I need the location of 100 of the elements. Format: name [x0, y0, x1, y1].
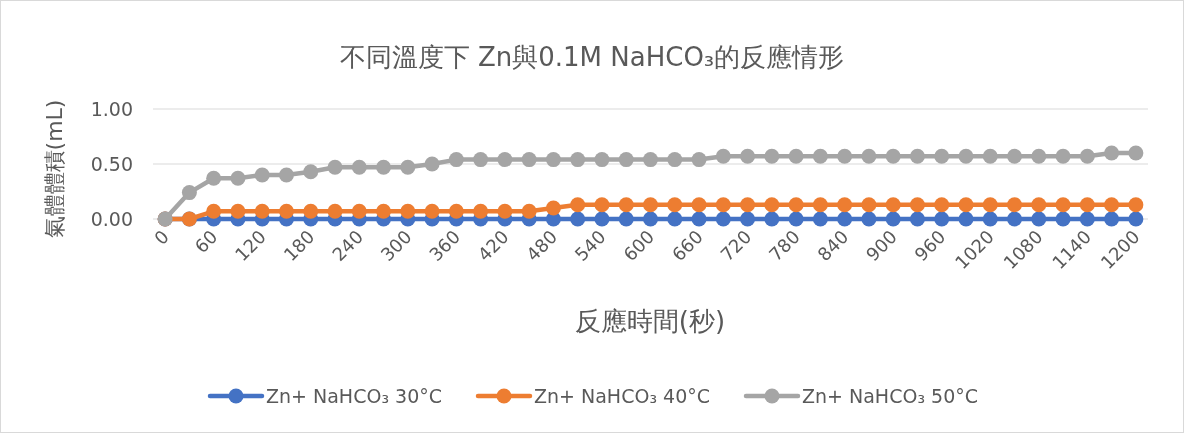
point: [327, 203, 343, 219]
point: [618, 152, 634, 168]
point: [1104, 197, 1120, 213]
point: [327, 159, 343, 175]
x-tick-label: 600: [619, 225, 659, 266]
point: [740, 148, 756, 164]
x-tick-label: 480: [522, 225, 562, 266]
point: [1128, 211, 1144, 227]
x-tick-label: 240: [327, 225, 368, 266]
point: [1104, 211, 1120, 227]
x-tick-label: 120: [230, 225, 270, 266]
point: [376, 203, 392, 219]
point: [643, 152, 658, 168]
point: [545, 152, 561, 168]
point: [1031, 148, 1047, 164]
point: [885, 148, 901, 164]
point: [376, 159, 392, 175]
point: [1055, 211, 1071, 227]
point: [958, 148, 974, 164]
point: [885, 211, 901, 227]
point: [934, 211, 950, 227]
point: [812, 211, 828, 227]
point: [206, 170, 222, 186]
point: [837, 197, 853, 213]
point: [448, 152, 464, 168]
point: [837, 211, 853, 227]
point: [303, 203, 319, 219]
point: [909, 148, 925, 164]
x-tick-label: 840: [813, 225, 853, 266]
point: [691, 211, 707, 227]
point: [667, 152, 683, 168]
point: [570, 211, 586, 227]
point: [521, 152, 537, 168]
x-tick-label: 720: [716, 225, 756, 266]
point: [958, 197, 974, 213]
point: [618, 197, 634, 213]
point: [1079, 148, 1095, 164]
point: [691, 152, 707, 168]
point: [1079, 197, 1095, 213]
legend-label: Zn+ NaHCO₃ 30°C: [266, 385, 442, 407]
point: [861, 197, 877, 213]
point: [667, 197, 683, 213]
x-tick-label: 540: [570, 225, 610, 266]
point: [740, 211, 756, 227]
point: [643, 211, 658, 227]
x-tick-label: 180: [279, 225, 319, 266]
point: [1104, 145, 1120, 161]
point: [1128, 197, 1144, 213]
point: [521, 203, 537, 219]
point: [594, 197, 610, 213]
x-tick-label: 60: [190, 225, 222, 257]
y-tick-label: 1.00: [90, 98, 133, 120]
point: [909, 197, 925, 213]
point: [788, 148, 804, 164]
point: [497, 203, 513, 219]
point: [570, 197, 586, 213]
point: [1007, 148, 1023, 164]
point: [1007, 197, 1023, 213]
point: [812, 197, 828, 213]
point: [1007, 211, 1023, 227]
point: [497, 152, 513, 168]
point: [400, 203, 416, 219]
point: [618, 211, 634, 227]
point: [1055, 197, 1071, 213]
x-tick-label: 420: [473, 225, 513, 266]
point: [764, 148, 780, 164]
point: [909, 211, 925, 227]
point: [667, 211, 683, 227]
point: [278, 167, 294, 183]
y-axis-title: 氣體體積(mL): [42, 99, 67, 239]
point: [570, 152, 586, 168]
x-tick-label: 900: [861, 225, 901, 266]
point: [861, 148, 877, 164]
y-tick-label: 0.00: [90, 208, 133, 230]
legend-label: Zn+ NaHCO₃ 50°C: [802, 385, 978, 407]
point: [934, 197, 950, 213]
point: [715, 148, 731, 164]
point: [934, 148, 950, 164]
x-tick-label: 300: [376, 225, 416, 266]
point: [715, 197, 731, 213]
x-tick-label: 960: [910, 225, 950, 266]
point: [1031, 197, 1047, 213]
point: [254, 203, 270, 219]
point: [594, 211, 610, 227]
x-tick-label: 780: [764, 225, 804, 266]
point: [982, 211, 998, 227]
point: [594, 152, 610, 168]
point: [473, 203, 489, 219]
point: [982, 197, 998, 213]
point: [424, 156, 440, 172]
point: [230, 203, 246, 219]
point: [764, 197, 780, 213]
point: [837, 148, 853, 164]
x-tick-label: 660: [667, 225, 707, 266]
x-axis-title: 反應時間(秒): [574, 306, 726, 336]
point: [885, 197, 901, 213]
point: [424, 203, 440, 219]
point: [1055, 148, 1071, 164]
point: [448, 203, 464, 219]
point: [715, 211, 731, 227]
